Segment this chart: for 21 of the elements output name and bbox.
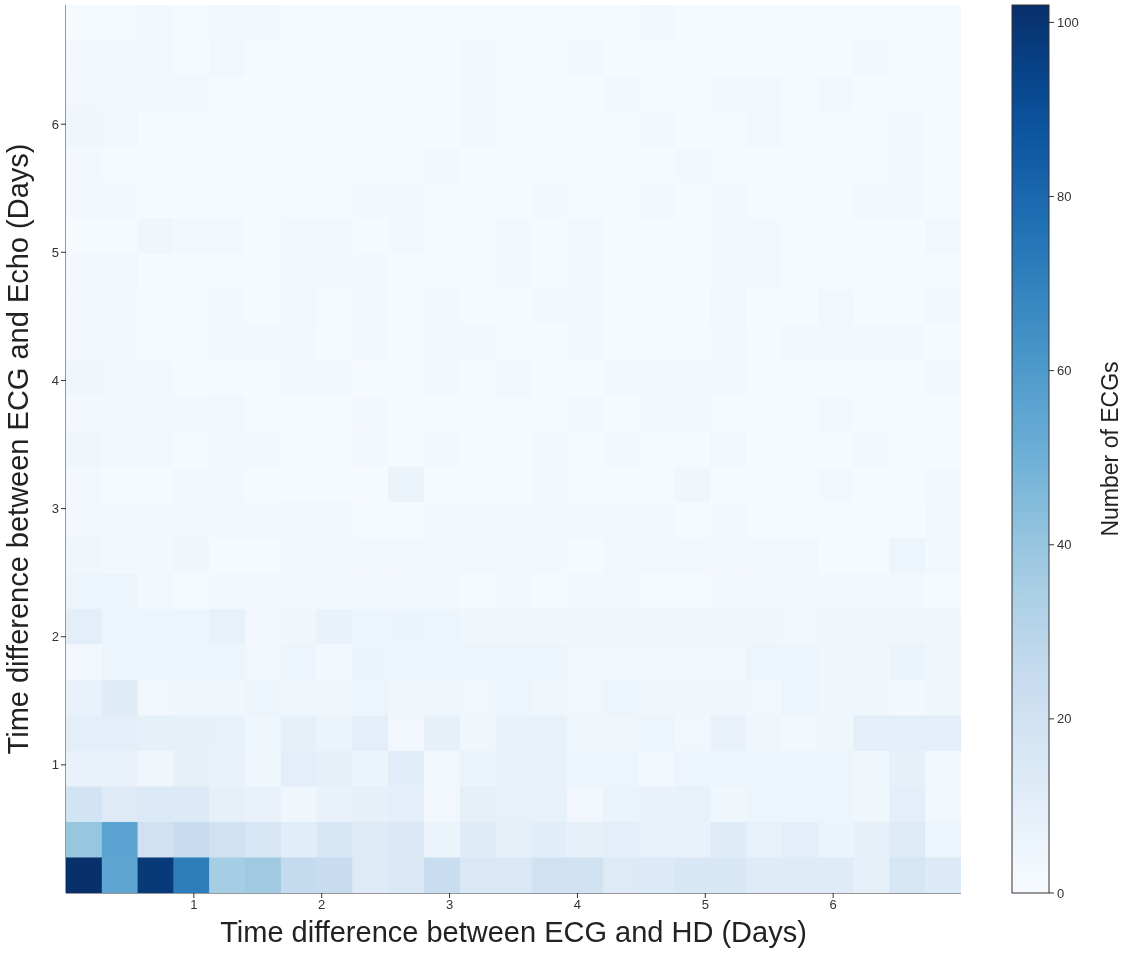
y-tick-label: 1 <box>51 757 59 773</box>
y-tick-label: 4 <box>51 373 59 389</box>
color-bar-title: Number of ECGs <box>1097 361 1123 537</box>
y-axis-title: Time difference between ECG and Echo (Days) <box>2 143 35 755</box>
x-tick-label: 1 <box>190 897 198 913</box>
color-bar-label: 60 <box>1057 363 1072 379</box>
color-bar-label: 80 <box>1057 189 1072 205</box>
y-tick-label: 6 <box>51 116 59 132</box>
y-tick-label: 2 <box>51 629 59 645</box>
color-bar-label: 40 <box>1057 537 1072 553</box>
x-tick-label: 3 <box>445 897 454 913</box>
x-tick-label: 5 <box>701 897 709 913</box>
color-bar-label: 100 <box>1057 14 1079 30</box>
x-axis-title: Time difference between ECG and HD (Days) <box>220 916 807 948</box>
color-bar-label: 0 <box>1057 885 1065 901</box>
y-tick-label: 3 <box>51 501 59 517</box>
y-tick-label: 5 <box>51 244 59 260</box>
x-tick-label: 6 <box>829 897 837 913</box>
x-tick-label: 4 <box>573 897 582 913</box>
color-bar-label: 20 <box>1057 711 1072 727</box>
x-tick-label: 2 <box>318 897 326 913</box>
